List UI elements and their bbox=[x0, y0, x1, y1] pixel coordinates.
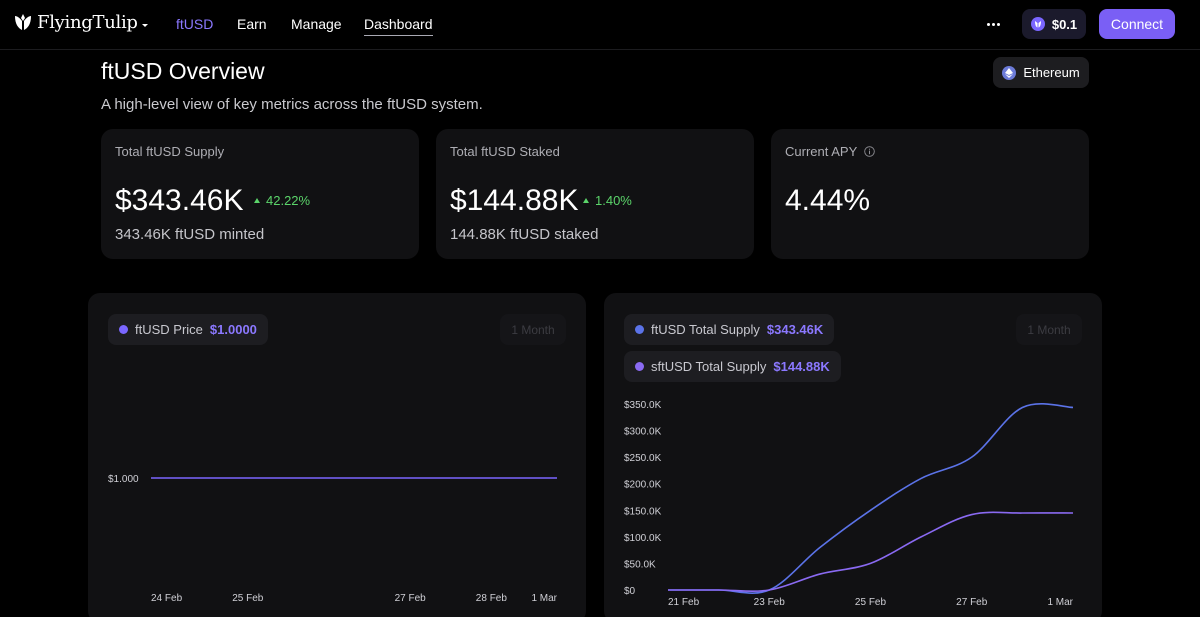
y-tick-label: $0 bbox=[624, 586, 636, 597]
y-tick-label: $200.0K bbox=[624, 480, 662, 491]
legend-label: sftUSD Total Supply bbox=[651, 359, 767, 374]
stat-label: Current APY bbox=[785, 144, 858, 159]
x-tick-label: 27 Feb bbox=[956, 597, 988, 608]
ethereum-icon bbox=[1002, 65, 1017, 80]
stat-change: 1.40% bbox=[583, 193, 632, 208]
stat-card-total-supply: Total ftUSD Supply $343.46K 42.22% 343.4… bbox=[101, 129, 419, 259]
stat-value: 4.44% bbox=[785, 184, 871, 217]
y-tick-label: $1.000 bbox=[108, 474, 139, 485]
stat-value: $343.46K bbox=[115, 184, 244, 217]
range-selector[interactable]: 1 Month bbox=[500, 314, 566, 345]
nav-link-ftusd[interactable]: ftUSD bbox=[176, 16, 214, 32]
token-icon bbox=[1030, 17, 1045, 31]
nav-link-manage[interactable]: Manage bbox=[291, 16, 342, 32]
x-tick-label: 1 Mar bbox=[531, 593, 557, 604]
legend-label: ftUSD Total Supply bbox=[651, 322, 760, 337]
network-name: Ethereum bbox=[1023, 65, 1080, 80]
series-line-1 bbox=[668, 511, 1074, 592]
brand-name: FlyingTulip bbox=[37, 12, 138, 33]
chevron-down-icon[interactable] bbox=[140, 20, 150, 30]
stat-change: 42.22% bbox=[254, 193, 310, 208]
stat-change-value: 42.22% bbox=[266, 193, 311, 208]
info-icon[interactable] bbox=[864, 146, 875, 157]
legend-value: $1.0000 bbox=[209, 322, 257, 337]
x-tick-label: 25 Feb bbox=[232, 593, 264, 604]
stat-value: $144.88K bbox=[450, 184, 579, 217]
legend-value: $343.46K bbox=[766, 322, 824, 337]
x-tick-label: 27 Feb bbox=[395, 593, 427, 604]
price-chart: $1.000 24 Feb 25 Feb 27 Feb 28 Feb 1 Mar bbox=[108, 474, 558, 604]
nav-link-dashboard[interactable]: Dashboard bbox=[364, 16, 433, 36]
stat-subtext: 343.46K ftUSD minted bbox=[115, 226, 265, 243]
stat-card-total-staked: Total ftUSD Staked $144.88K 1.40% 144.88… bbox=[436, 129, 754, 259]
balance-button[interactable]: $0.1 bbox=[1022, 9, 1086, 39]
tulip-logo-icon bbox=[15, 13, 31, 30]
stat-card-current-apy: Current APY 4.44% bbox=[771, 129, 1089, 259]
top-nav: FlyingTulip ftUSD Earn Manage Dashboard … bbox=[0, 0, 1200, 50]
price-chart-panel: ftUSD Price $1.0000 1 Month $1.000 24 Feb… bbox=[88, 293, 586, 617]
arrow-up-icon bbox=[254, 198, 260, 203]
connect-button[interactable]: Connect bbox=[1099, 9, 1175, 39]
legend-ftusd-price: ftUSD Price $1.0000 bbox=[108, 314, 268, 345]
y-tick-label: $250.0K bbox=[624, 453, 662, 464]
legend-label: ftUSD Price bbox=[135, 322, 203, 337]
supply-chart: $0 $50.0K $100.0K $150.0K $200.0K $250.0K $300… bbox=[624, 400, 1074, 608]
stat-change-value: 1.40% bbox=[595, 193, 632, 208]
x-tick-label: 25 Feb bbox=[855, 597, 887, 608]
legend-ftusd-total-supply: ftUSD Total Supply $343.46K bbox=[624, 314, 835, 345]
legend-dot bbox=[635, 362, 644, 371]
legend-sftusd-total-supply: sftUSD Total Supply $144.88K bbox=[624, 351, 841, 382]
supply-chart-panel: ftUSD Total Supply $343.46K sftUSD Total… bbox=[604, 293, 1102, 617]
brand-logo[interactable]: FlyingTulip bbox=[14, 12, 138, 33]
page-subtitle: A high-level view of key metrics across … bbox=[101, 96, 483, 113]
arrow-up-icon bbox=[583, 198, 589, 203]
y-tick-label: $50.0K bbox=[624, 559, 656, 570]
stat-label: Total ftUSD Supply bbox=[115, 144, 225, 159]
range-selector[interactable]: 1 Month bbox=[1016, 314, 1082, 345]
x-tick-label: 28 Feb bbox=[476, 593, 508, 604]
x-tick-label: 21 Feb bbox=[668, 597, 700, 608]
nav-link-earn[interactable]: Earn bbox=[237, 16, 267, 32]
x-tick-label: 1 Mar bbox=[1047, 597, 1073, 608]
y-tick-label: $300.0K bbox=[624, 427, 662, 438]
y-tick-label: $350.0K bbox=[624, 400, 662, 411]
series-line-0 bbox=[668, 403, 1074, 594]
x-tick-label: 23 Feb bbox=[754, 597, 786, 608]
ellipsis-icon[interactable] bbox=[982, 14, 1004, 34]
stat-label: Total ftUSD Staked bbox=[450, 144, 560, 159]
y-tick-label: $100.0K bbox=[624, 533, 662, 544]
balance-value: $0.1 bbox=[1051, 16, 1078, 32]
legend-dot bbox=[635, 325, 644, 334]
legend-dot bbox=[119, 325, 128, 334]
network-selector[interactable]: Ethereum bbox=[993, 57, 1089, 88]
x-tick-label: 24 Feb bbox=[151, 593, 183, 604]
stat-subtext: 144.88K ftUSD staked bbox=[450, 226, 599, 243]
legend-value: $144.88K bbox=[773, 359, 830, 374]
page-title: ftUSD Overview bbox=[101, 58, 265, 84]
y-tick-label: $150.0K bbox=[624, 506, 662, 517]
